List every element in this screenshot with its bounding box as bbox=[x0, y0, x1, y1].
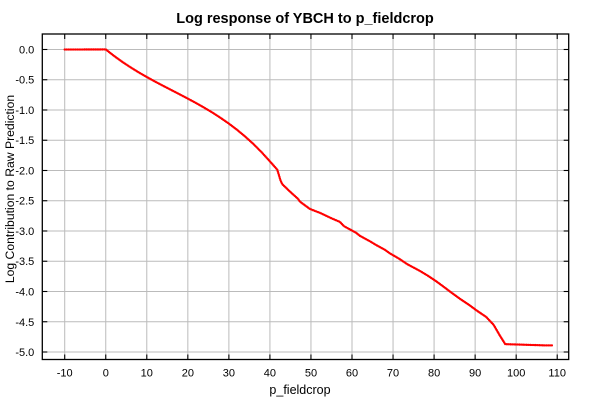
svg-text:-1.5: -1.5 bbox=[15, 135, 34, 147]
svg-text:0.0: 0.0 bbox=[19, 44, 34, 56]
svg-text:-10: -10 bbox=[57, 368, 73, 380]
svg-text:40: 40 bbox=[264, 368, 276, 380]
svg-text:20: 20 bbox=[182, 368, 194, 380]
svg-text:-2.0: -2.0 bbox=[15, 165, 34, 177]
svg-text:70: 70 bbox=[387, 368, 399, 380]
svg-text:-3.5: -3.5 bbox=[15, 256, 34, 268]
svg-text:80: 80 bbox=[428, 368, 440, 380]
svg-text:110: 110 bbox=[548, 368, 566, 380]
svg-text:-0.5: -0.5 bbox=[15, 75, 34, 87]
svg-text:-5.0: -5.0 bbox=[15, 347, 34, 359]
svg-text:-4.5: -4.5 bbox=[15, 317, 34, 329]
svg-text:-1.0: -1.0 bbox=[15, 105, 34, 117]
svg-text:10: 10 bbox=[141, 368, 153, 380]
svg-text:50: 50 bbox=[305, 368, 317, 380]
svg-text:-3.0: -3.0 bbox=[15, 226, 34, 238]
svg-text:0: 0 bbox=[103, 368, 109, 380]
svg-text:-2.5: -2.5 bbox=[15, 196, 34, 208]
svg-text:90: 90 bbox=[469, 368, 481, 380]
svg-text:30: 30 bbox=[223, 368, 235, 380]
svg-text:60: 60 bbox=[346, 368, 358, 380]
svg-text:-4.0: -4.0 bbox=[15, 287, 34, 299]
svg-text:100: 100 bbox=[507, 368, 525, 380]
